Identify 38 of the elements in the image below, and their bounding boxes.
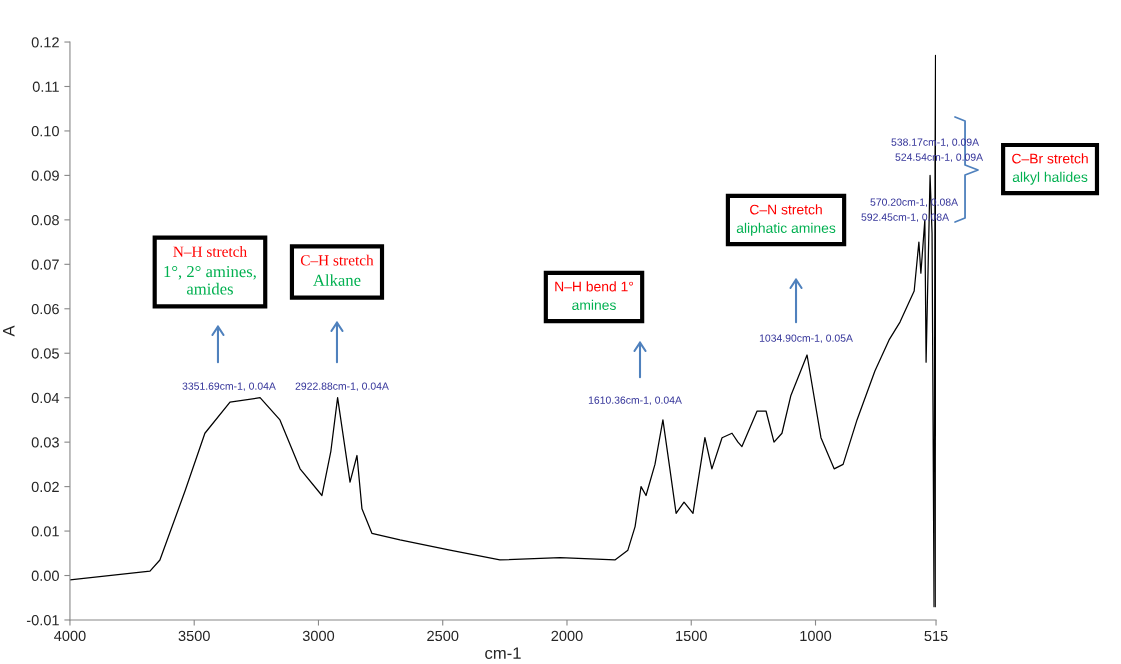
- x-tick-label: 3500: [178, 630, 210, 642]
- y-tick-label: 0.01: [31, 526, 59, 537]
- annotation: N–H stretch: [173, 246, 247, 257]
- x-axis-title: cm-1: [485, 647, 521, 660]
- annotation: C–H stretch: [300, 254, 374, 266]
- y-tick-label: 0.04: [31, 392, 60, 404]
- y-tick-label: 0.08: [31, 214, 59, 226]
- y-tick-label: -0.01: [26, 615, 59, 626]
- y-tick-label: 0.06: [31, 303, 59, 315]
- annotation: N–H bend 1°: [555, 281, 634, 292]
- annotation: C–N stretch: [750, 204, 822, 215]
- y-tick-label: 0.00: [31, 570, 59, 581]
- y-axis-title: A: [3, 325, 15, 337]
- annotation: 2922.88cm-1, 0.04A: [295, 382, 389, 392]
- text: alkyl halides: [1012, 171, 1088, 185]
- x-tick-label: 3000: [302, 630, 335, 642]
- y-tick-label: 0.02: [31, 481, 59, 493]
- annotation: Alkane: [313, 274, 361, 286]
- annotation: aliphatic amines: [736, 222, 836, 236]
- y-tick-label: 0.10: [31, 126, 59, 137]
- y-tick-label: 0.05: [31, 348, 59, 359]
- x-tick-label: 515: [924, 630, 948, 642]
- annotation: 3351.69cm-1, 0.04A: [182, 382, 276, 392]
- annotation: amines: [572, 299, 616, 310]
- y-tick-label: 0.11: [32, 81, 59, 92]
- x-tick-label: 1000: [800, 630, 832, 642]
- x-tick-label: 1500: [676, 630, 707, 642]
- annotation: 1610.36cm-1, 0.04A: [588, 396, 682, 406]
- y-tick-label: 0.03: [31, 437, 59, 448]
- y-tick-label: 0.12: [31, 37, 59, 48]
- x-tick-label: 2500: [427, 630, 459, 642]
- annotation: 1034.90cm-1, 0.05A: [759, 334, 853, 344]
- text: C–Br stretch: [1012, 153, 1088, 164]
- y-tick-label: 0.07: [31, 259, 59, 270]
- x-tick-label: 2000: [551, 630, 583, 642]
- y-tick-label: 0.09: [31, 170, 59, 181]
- annotation: 1°, 2° amines, amides: [164, 265, 256, 295]
- x-tick-label: 4000: [54, 630, 86, 642]
